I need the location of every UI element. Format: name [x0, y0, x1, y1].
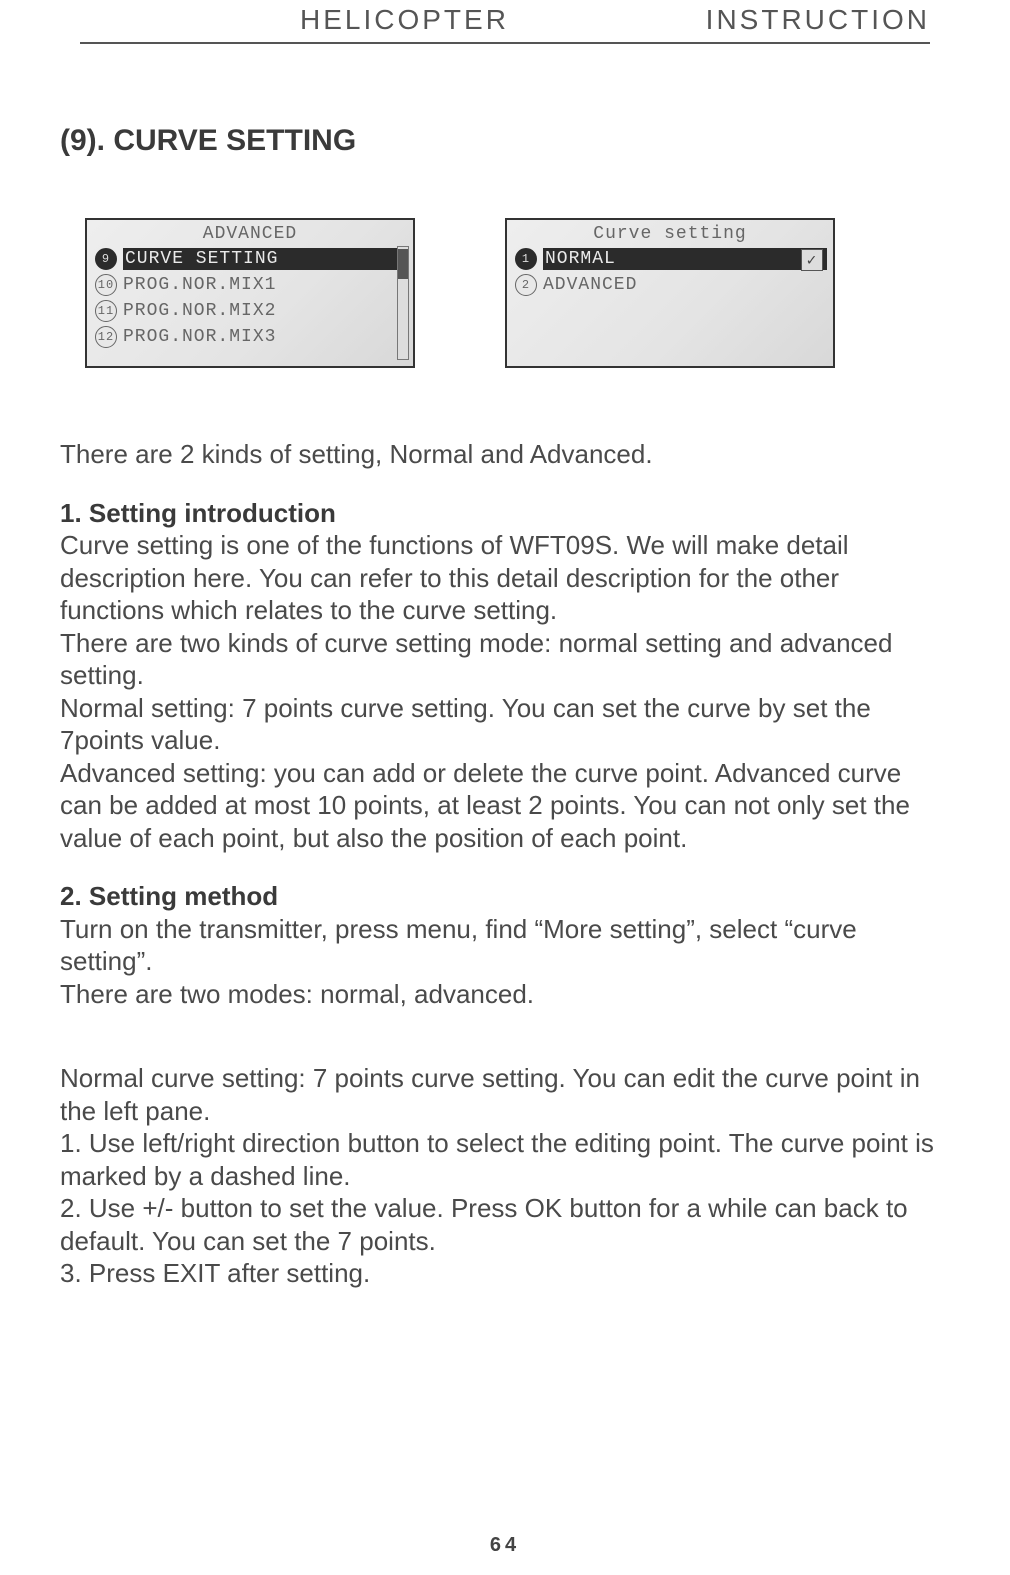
lcd-curve-setting-menu: Curve setting 1 NORMAL ✓ 2 ADVANCED	[505, 218, 835, 368]
paragraph: 2. Use +/- button to set the value. Pres…	[60, 1192, 950, 1257]
paragraph: Normal curve setting: 7 points curve set…	[60, 1062, 950, 1127]
lcd-right-title: Curve setting	[507, 220, 833, 244]
header-divider	[80, 42, 930, 44]
header-right: INSTRUCTION	[706, 4, 930, 36]
paragraph: Turn on the transmitter, press menu, fin…	[60, 913, 950, 978]
page-number: 64	[0, 1534, 1010, 1557]
sub2-title: 2. Setting method	[60, 880, 950, 913]
menu-item-number: 11	[95, 300, 117, 322]
paragraph: There are two kinds of curve setting mod…	[60, 627, 950, 692]
intro-line: There are 2 kinds of setting, Normal and…	[60, 438, 950, 471]
lcd-scrollbar[interactable]	[397, 246, 409, 360]
menu-item-label: PROG.NOR.MIX2	[123, 301, 276, 321]
menu-item-label: NORMAL	[543, 248, 827, 270]
menu-item-prog-nor-mix2[interactable]: 11 PROG.NOR.MIX2	[87, 298, 413, 324]
menu-item-label: ADVANCED	[543, 275, 637, 295]
paragraph: 3. Press EXIT after setting.	[60, 1257, 950, 1290]
section-title: (9). CURVE SETTING	[60, 124, 1010, 158]
menu-item-label: CURVE SETTING	[123, 248, 407, 270]
menu-item-normal[interactable]: 1 NORMAL ✓	[507, 246, 833, 272]
paragraph: Advanced setting: you can add or delete …	[60, 757, 950, 855]
menu-item-number: 2	[515, 274, 537, 296]
menu-item-number: 12	[95, 326, 117, 348]
menu-item-label: PROG.NOR.MIX3	[123, 327, 276, 347]
menu-item-advanced[interactable]: 2 ADVANCED	[507, 272, 833, 298]
menu-item-curve-setting[interactable]: 9 CURVE SETTING	[87, 246, 413, 272]
header-left: HELICOPTER	[300, 4, 509, 36]
checkbox-icon: ✓	[801, 249, 823, 271]
lcd-advanced-menu: ADVANCED 9 CURVE SETTING 10 PROG.NOR.MIX…	[85, 218, 415, 368]
sub1-title: 1. Setting introduction	[60, 497, 950, 530]
menu-item-number: 10	[95, 274, 117, 296]
menu-item-label: PROG.NOR.MIX1	[123, 275, 276, 295]
paragraph: Normal setting: 7 points curve setting. …	[60, 692, 950, 757]
paragraph: 1. Use left/right direction button to se…	[60, 1127, 950, 1192]
menu-item-prog-nor-mix3[interactable]: 12 PROG.NOR.MIX3	[87, 324, 413, 350]
paragraph: Curve setting is one of the functions of…	[60, 529, 950, 627]
menu-item-prog-nor-mix1[interactable]: 10 PROG.NOR.MIX1	[87, 272, 413, 298]
menu-item-number: 1	[515, 248, 537, 270]
paragraph: There are two modes: normal, advanced.	[60, 978, 950, 1011]
lcd-left-title: ADVANCED	[87, 220, 413, 244]
menu-item-number: 9	[95, 248, 117, 270]
